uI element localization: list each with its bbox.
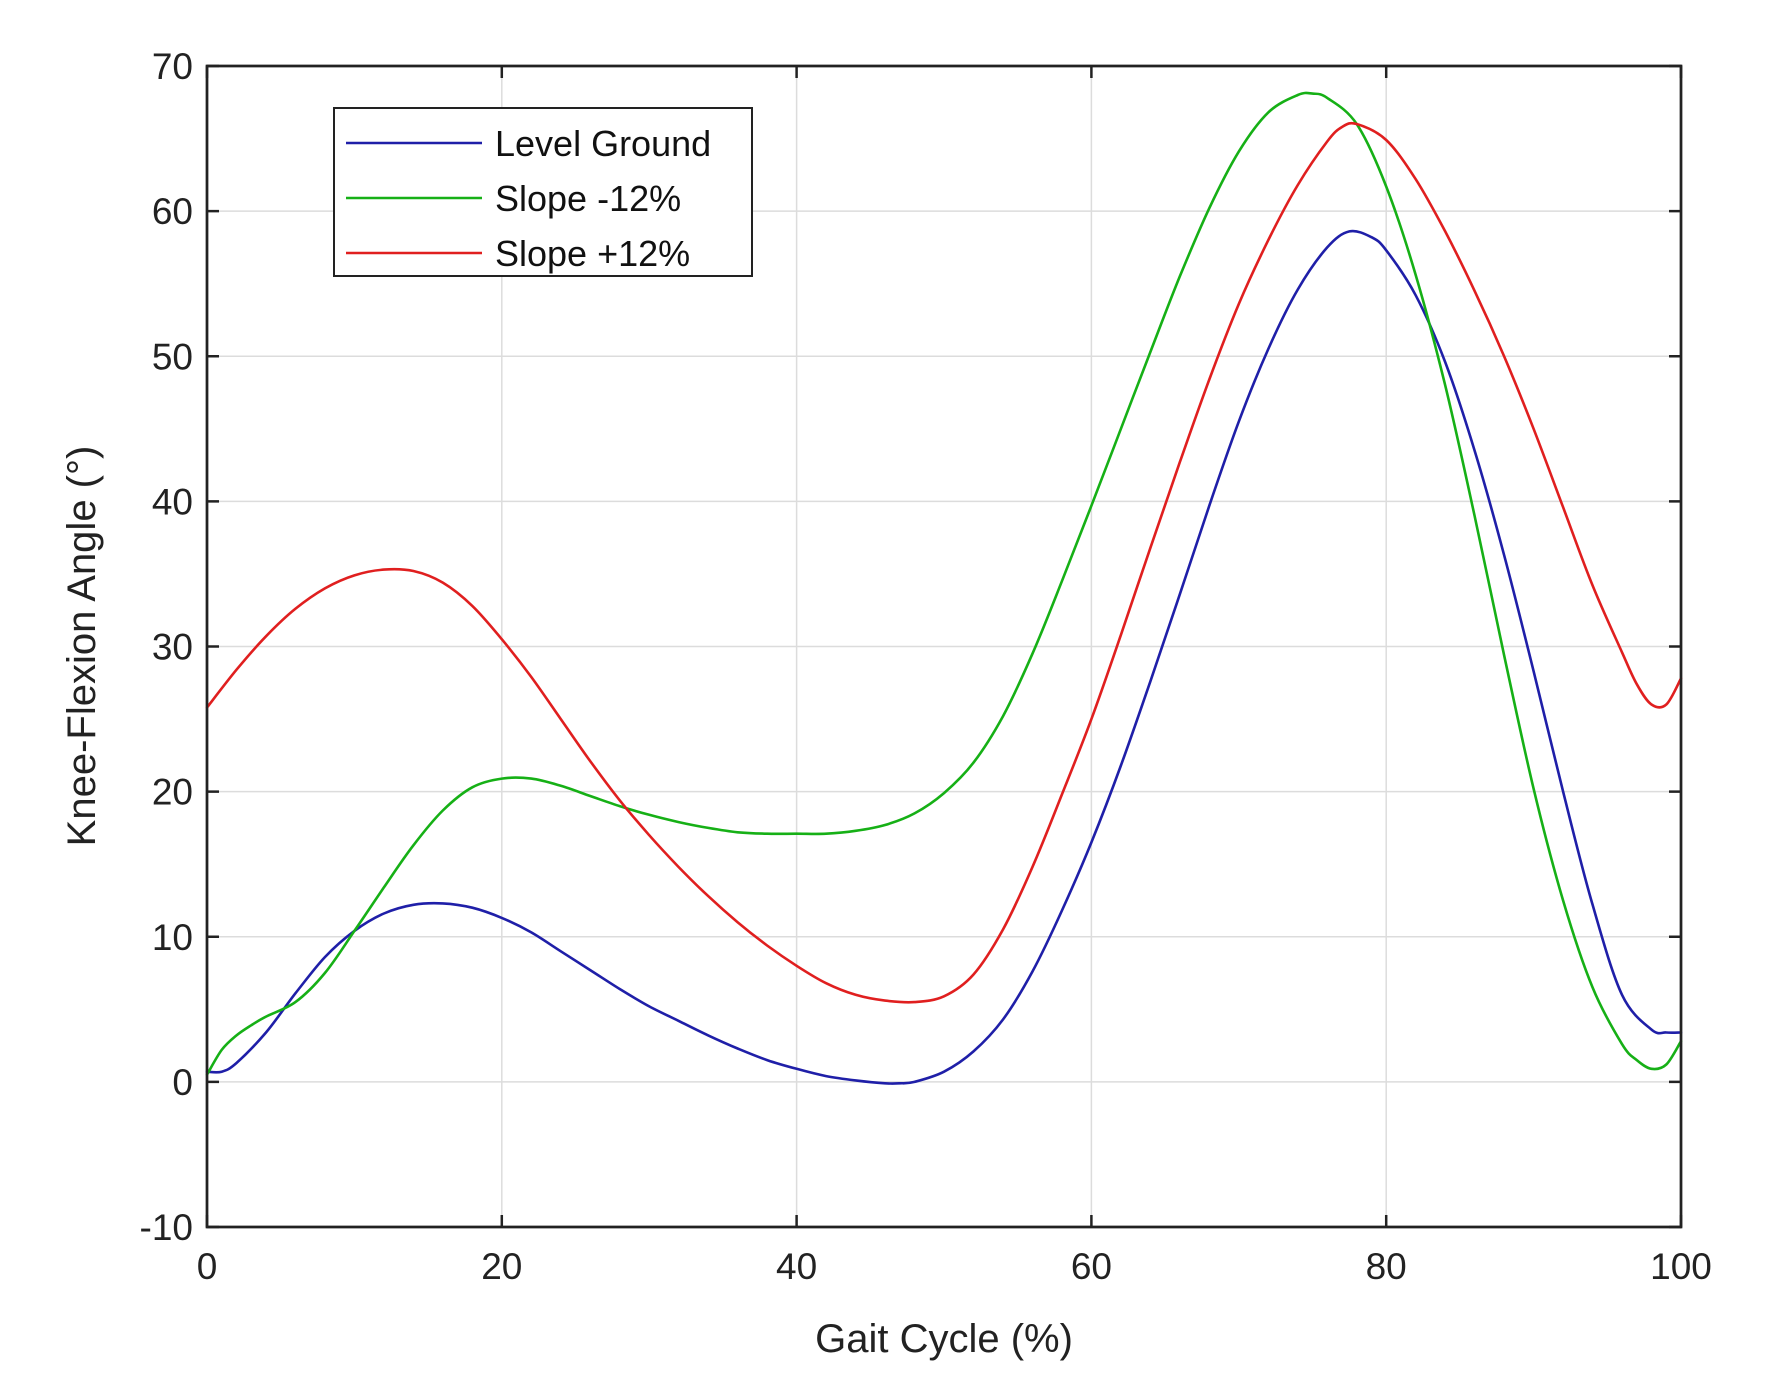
y-tick-label: 70 <box>152 46 193 87</box>
y-tick-label: 50 <box>152 336 193 377</box>
y-tick-label: 30 <box>152 627 193 668</box>
series-lines <box>205 91 1683 1085</box>
x-tick-label: 100 <box>1650 1246 1712 1287</box>
x-tick-label: 60 <box>1071 1246 1112 1287</box>
x-tick-label: 20 <box>481 1246 522 1287</box>
plot-frame-border <box>205 64 1683 1229</box>
x-tick-label: 40 <box>776 1246 817 1287</box>
series-line-level-ground <box>205 229 1683 1085</box>
y-axis-label: Knee-Flexion Angle (°) <box>60 446 104 847</box>
y-tick-label: -10 <box>140 1207 193 1248</box>
x-tick-label: 80 <box>1366 1246 1407 1287</box>
series-line-slope-12 <box>205 121 1683 1004</box>
y-tick-label: 60 <box>152 191 193 232</box>
y-tick-label: 20 <box>152 772 193 813</box>
series-line-slope-12 <box>205 91 1683 1076</box>
x-tick-label: 0 <box>197 1246 218 1287</box>
legend: Level Ground Slope -12% Slope +12% <box>333 107 753 277</box>
y-tick-label: 10 <box>152 917 193 958</box>
x-axis-label: Gait Cycle (%) <box>815 1317 1073 1361</box>
legend-label-slope-12: Slope -12% <box>495 178 681 219</box>
y-tick-label: 0 <box>172 1062 193 1103</box>
y-tick-label: 40 <box>152 481 193 522</box>
legend-box <box>333 107 753 277</box>
legend-label-slope-12: Slope +12% <box>495 233 690 274</box>
legend-label-level-ground: Level Ground <box>495 123 711 164</box>
